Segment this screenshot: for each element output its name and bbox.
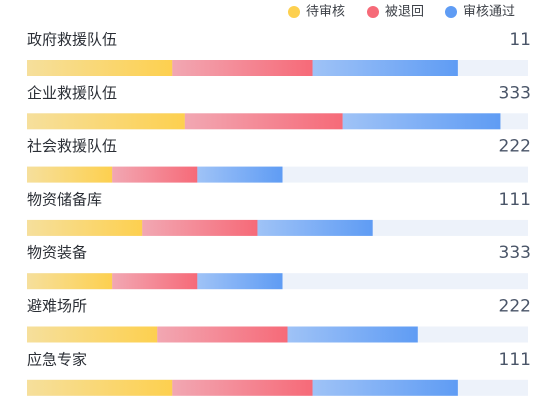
total-label: 11 — [509, 30, 531, 50]
category-label: 应急专家 — [27, 350, 87, 368]
bar-segment — [342, 113, 501, 130]
total-label: 111 — [499, 190, 531, 210]
bar-segment — [312, 60, 458, 76]
bar-segment — [112, 166, 198, 183]
legend-label: 审核通过 — [463, 5, 515, 20]
bar-segment — [197, 273, 283, 290]
legend-label: 待审核 — [306, 5, 345, 20]
total-label: 222 — [499, 297, 531, 317]
bar-segment — [27, 326, 158, 343]
category-label: 避难场所 — [27, 297, 87, 315]
legend-swatch — [288, 6, 300, 18]
bar-segment — [157, 326, 288, 343]
total-label: 333 — [499, 83, 531, 103]
category-label: 企业救援队伍 — [27, 84, 117, 102]
bar-segment — [184, 113, 343, 130]
bar-segment — [257, 219, 373, 236]
bar-segment — [27, 379, 173, 396]
category-label: 物资装备 — [27, 244, 87, 262]
total-label: 111 — [499, 350, 531, 370]
bar-segment — [312, 379, 458, 396]
bar-segment — [112, 273, 198, 290]
bar-segment — [172, 379, 313, 396]
bar-segment — [287, 326, 418, 343]
legend-label: 被退回 — [385, 5, 424, 20]
bar-segment — [27, 166, 113, 183]
category-label: 社会救援队伍 — [27, 137, 117, 155]
total-label: 222 — [499, 137, 531, 157]
legend-swatch — [445, 6, 457, 18]
bar-segment — [27, 113, 185, 130]
total-label: 333 — [499, 243, 531, 263]
bar-segment — [27, 219, 143, 236]
bar-segment — [27, 273, 113, 290]
category-label: 物资储备库 — [27, 190, 102, 208]
legend-swatch — [367, 6, 379, 18]
category-label: 政府救援队伍 — [27, 31, 117, 49]
bar-segment — [197, 166, 283, 183]
bar-segment — [172, 60, 313, 76]
bar-segment — [142, 219, 258, 236]
bar-segment — [27, 60, 173, 76]
